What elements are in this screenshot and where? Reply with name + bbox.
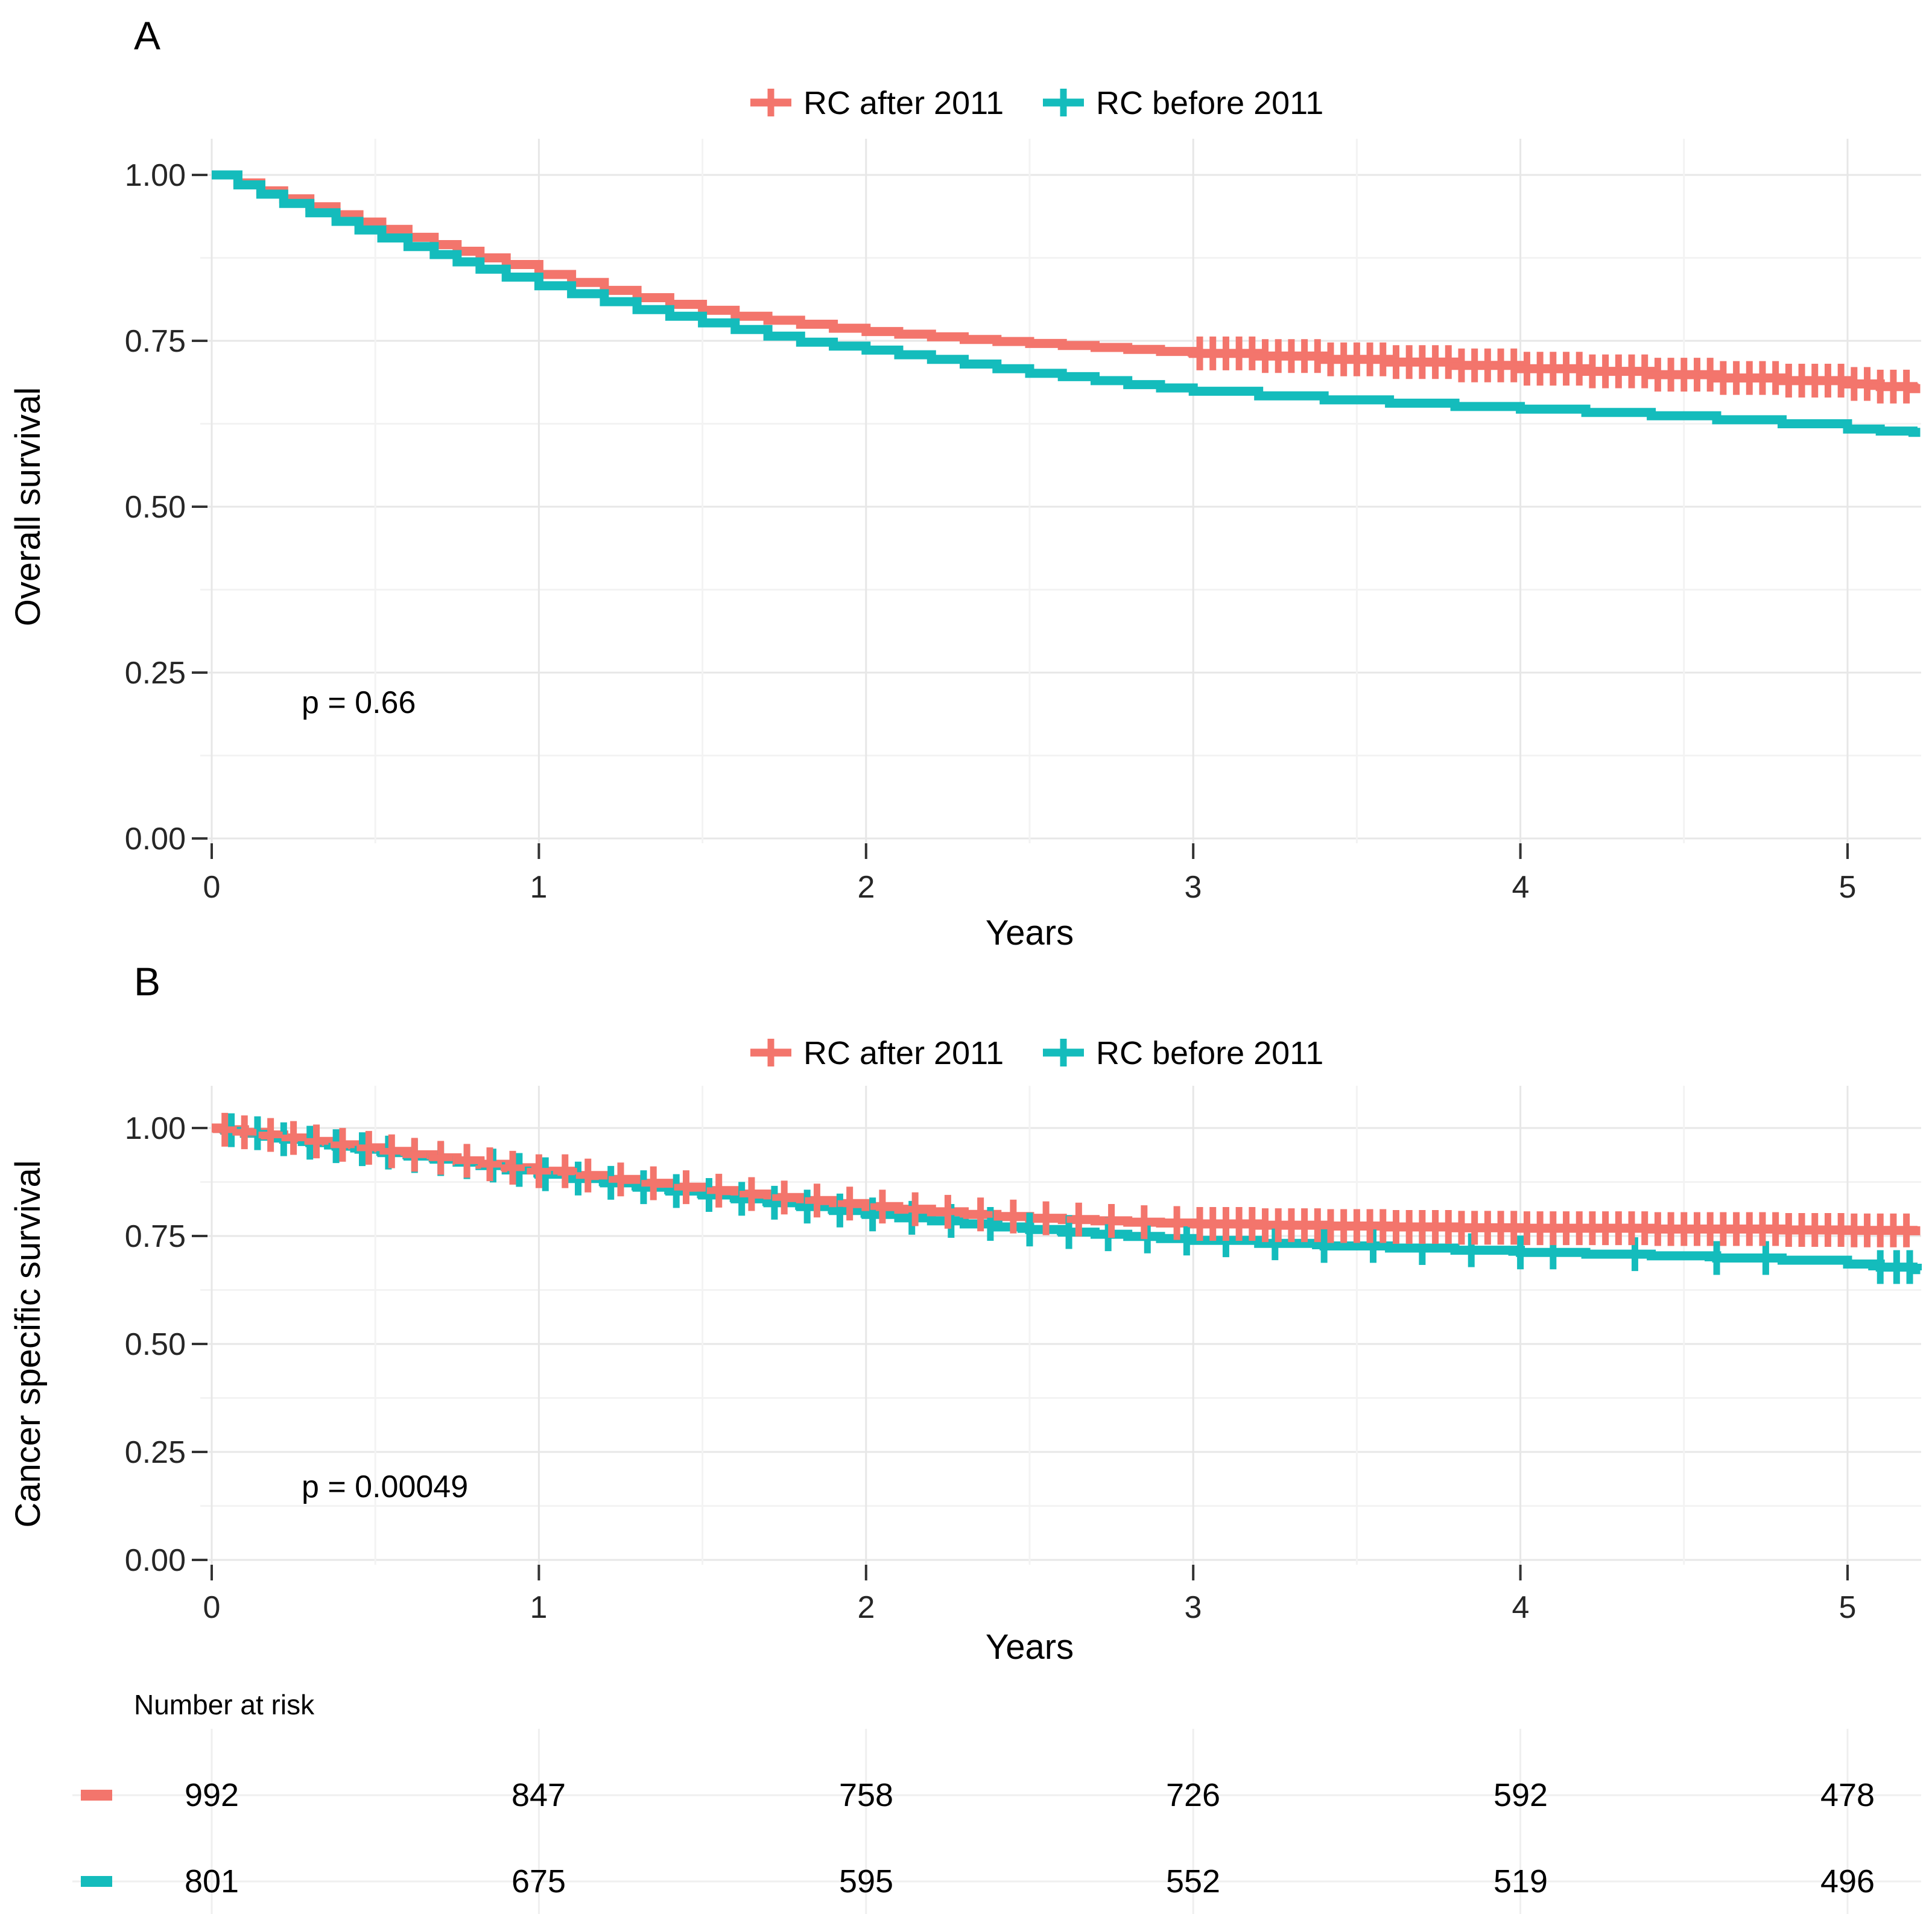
km-curve-rc-before-2011 [212,170,1921,437]
risk-count: 496 [1820,1863,1875,1900]
ytick-label: 1.00 [125,1111,186,1146]
panel-b-curves [212,1112,1922,1284]
panel-a-curves [212,170,1921,437]
panel-a-label: A [134,13,160,58]
xtick-label: 2 [858,1590,875,1625]
panel-a-p-value: p = 0.66 [302,685,416,720]
panel-b-legend-keys [750,1039,1084,1066]
risk-count: 992 [185,1777,239,1813]
risk-table-row-rc-after-2011: 992 847 758 726 592 478 [185,1777,1875,1813]
xtick-label: 3 [1185,1590,1202,1625]
panel-b-xtick-labels: 0 1 2 3 4 5 [203,1590,1857,1625]
xtick-label: 1 [530,1590,548,1625]
risk-table-gridlines [72,1729,1921,1914]
panel-a-y-axis-title: Overall survival [8,387,48,626]
legend-label-rc-before-2011: RC before 2011 [1096,1035,1323,1071]
risk-count: 595 [839,1863,893,1900]
panel-b-x-axis-title: Years [986,1627,1074,1667]
ytick-label: 1.00 [125,158,186,193]
ytick-label: 0.75 [125,1219,186,1254]
xtick-label: 2 [858,870,875,905]
risk-count: 552 [1166,1863,1220,1900]
panel-b-gridlines [200,1086,1921,1565]
ytick-label: 0.00 [125,1543,186,1578]
xtick-label: 4 [1512,1590,1530,1625]
risk-count: 801 [185,1863,239,1900]
xtick-label: 0 [203,870,221,905]
risk-count: 675 [512,1863,566,1900]
ytick-label: 0.00 [125,822,186,857]
xtick-label: 4 [1512,870,1530,905]
panel-b-ytick-labels: 1.00 0.75 0.50 0.25 0.00 [125,1111,186,1578]
risk-count: 592 [1493,1777,1548,1813]
panel-b-label: B [134,959,160,1004]
panel-a-ytick-labels: 1.00 0.75 0.50 0.25 0.00 [125,158,186,857]
ytick-label: 0.25 [125,1435,186,1470]
risk-table-title: Number at risk [134,1689,315,1720]
xtick-label: 0 [203,1590,221,1625]
panel-b-y-axis-title: Cancer specific survival [8,1160,48,1527]
risk-count: 758 [839,1777,893,1813]
panel-a-legend-keys [750,89,1084,116]
risk-count: 726 [1166,1777,1220,1813]
xtick-label: 5 [1839,1590,1857,1625]
panel-a-legend: RC after 2011 RC before 2011 [750,85,1323,121]
ytick-label: 0.50 [125,490,186,525]
legend-label-rc-before-2011: RC before 2011 [1096,85,1323,121]
xtick-label: 3 [1185,870,1202,905]
legend-label-rc-after-2011: RC after 2011 [803,85,1004,121]
panel-b-p-value: p = 0.00049 [302,1469,468,1504]
ytick-label: 0.50 [125,1327,186,1362]
legend-label-rc-after-2011: RC after 2011 [803,1035,1004,1071]
risk-table-row-rc-before-2011: 801 675 595 552 519 496 [185,1863,1875,1900]
xtick-label: 1 [530,870,548,905]
panel-a-tick-marks [192,174,1849,859]
ytick-label: 0.25 [125,656,186,691]
risk-table-row-keys [81,1790,112,1887]
panel-b-tick-marks [192,1127,1849,1580]
risk-count: 847 [512,1777,566,1813]
panel-a-x-axis-title: Years [986,913,1074,952]
xtick-label: 5 [1839,870,1857,905]
risk-count: 519 [1493,1863,1548,1900]
panel-a-xtick-labels: 0 1 2 3 4 5 [203,870,1857,905]
ytick-label: 0.75 [125,324,186,359]
risk-count: 478 [1820,1777,1875,1813]
panel-b-legend: RC after 2011 RC before 2011 [750,1035,1323,1071]
